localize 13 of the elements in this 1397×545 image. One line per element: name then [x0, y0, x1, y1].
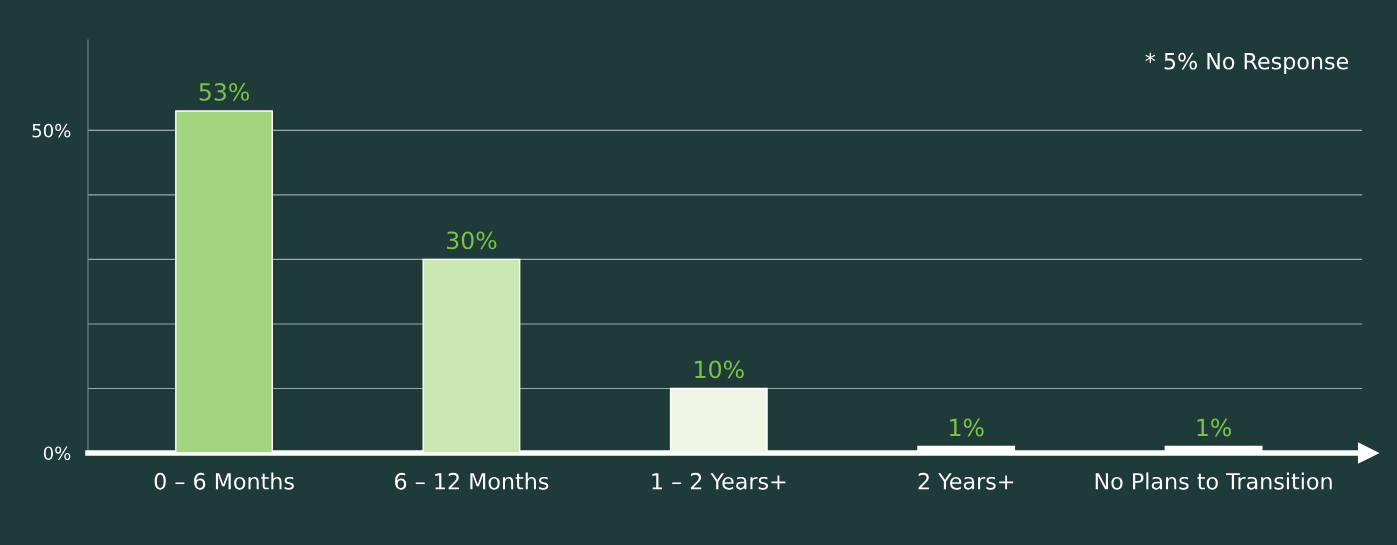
- data-label: 30%: [447, 231, 497, 250]
- data-label: 53%: [199, 82, 249, 101]
- data-label: 1%: [950, 418, 984, 437]
- y-tick-label: 0%: [43, 446, 71, 461]
- annotation: * 5% No Response: [1145, 52, 1349, 74]
- x-tick-label: No Plans to Transition: [1095, 472, 1332, 490]
- x-tick-label: 0 – 6 Months: [154, 472, 294, 490]
- x-tick-label: 6 – 12 Months: [395, 472, 549, 490]
- x-tick-label: 1 – 2 Years+: [652, 472, 786, 490]
- data-label: 1%: [1197, 418, 1231, 437]
- x-tick-label: 2 Years+: [918, 472, 1014, 490]
- y-tick-label: 50%: [32, 123, 71, 138]
- data-label: 10%: [695, 360, 744, 379]
